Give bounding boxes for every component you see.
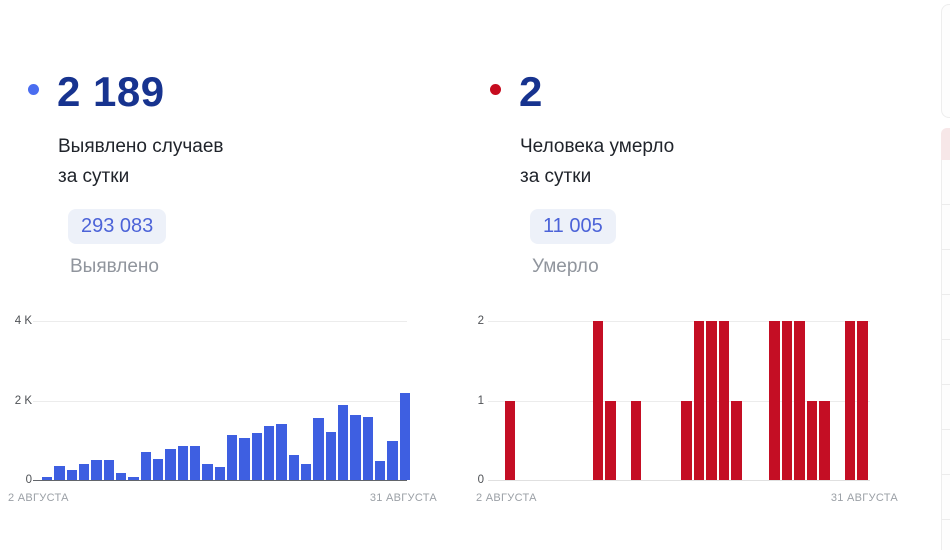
bar-aug-10[interactable]: [140, 452, 151, 480]
gridline: [488, 400, 870, 402]
bar-aug-21[interactable]: [276, 424, 287, 480]
bar-aug-27[interactable]: [350, 415, 361, 480]
bar-aug-6[interactable]: [91, 459, 102, 480]
bar-aug-13[interactable]: [177, 446, 188, 480]
gridline: [33, 400, 407, 402]
y-axis-tick: 4 K: [14, 315, 32, 327]
bar-aug-23[interactable]: [300, 464, 312, 480]
bars-area: [42, 321, 410, 480]
bar-aug-3[interactable]: [54, 466, 65, 480]
right-edge-card: [941, 4, 950, 118]
right-edge-panels: [941, 0, 950, 550]
deaths-subtitle-line1: Человека умерло: [520, 136, 675, 157]
bar-aug-20[interactable]: [263, 425, 275, 480]
cases-dot-icon: [28, 84, 39, 95]
bar-aug-28[interactable]: [362, 416, 373, 480]
x-axis-end-label: 31 АВГУСТА: [369, 492, 437, 504]
deaths-stat-card: 2 Человека умерло за сутки 11 005 Умерло: [490, 70, 910, 285]
bar-aug-30[interactable]: [844, 321, 856, 480]
deaths-total-label: Умерло: [532, 256, 599, 277]
bar-aug-31[interactable]: [399, 393, 410, 480]
bar-aug-13[interactable]: [630, 400, 642, 480]
y-axis-tick: 0: [25, 474, 32, 486]
bar-aug-21[interactable]: [731, 400, 742, 480]
bar-aug-19[interactable]: [706, 321, 717, 480]
gridline: [33, 321, 407, 322]
deaths-total-badge: 11 005: [530, 209, 616, 244]
bar-aug-22[interactable]: [288, 454, 299, 480]
right-edge-list-card: [941, 160, 950, 550]
bar-aug-31[interactable]: [857, 321, 868, 480]
bar-aug-19[interactable]: [251, 432, 262, 480]
bar-aug-10[interactable]: [592, 321, 604, 480]
cases-total-badge: 293 083: [68, 209, 167, 244]
right-edge-pink-card: [941, 128, 950, 172]
cases-subtitle: Выявлено случаев за сутки: [58, 132, 223, 192]
deaths-subtitle: Человека умерло за сутки: [520, 132, 674, 192]
cases-stat-card: 2 189 Выявлено случаев за сутки 293 083 …: [28, 70, 448, 285]
bar-aug-2[interactable]: [42, 476, 53, 480]
cases-subtitle-line2: за сутки: [58, 166, 130, 187]
bar-aug-26[interactable]: [794, 321, 805, 480]
bar-aug-28[interactable]: [819, 400, 831, 480]
y-axis-tick: 2 K: [14, 394, 32, 407]
bar-aug-3[interactable]: [504, 400, 516, 480]
bar-aug-25[interactable]: [781, 321, 793, 480]
y-axis-tick: 1: [477, 394, 484, 407]
deaths-daily-count: 2: [519, 68, 543, 115]
bar-aug-16[interactable]: [214, 466, 225, 480]
cases-subtitle-line1: Выявлено случаев: [58, 136, 224, 157]
bar-aug-30[interactable]: [387, 441, 398, 480]
bar-aug-14[interactable]: [189, 446, 201, 480]
deaths-subtitle-line2: за сутки: [520, 166, 592, 187]
bar-aug-18[interactable]: [693, 321, 705, 480]
bar-aug-7[interactable]: [103, 460, 114, 480]
bar-aug-26[interactable]: [337, 405, 349, 480]
bar-aug-25[interactable]: [325, 432, 336, 480]
bar-aug-24[interactable]: [769, 321, 780, 480]
bar-aug-11[interactable]: [605, 400, 616, 480]
x-axis-end-label: 31 АВГУСТА: [830, 492, 898, 504]
y-axis-tick: 2: [477, 315, 484, 327]
x-axis-baseline: [488, 480, 870, 481]
bar-aug-27[interactable]: [806, 400, 818, 480]
x-axis-start-label: 2 АВГУСТА: [476, 492, 537, 504]
bar-aug-24[interactable]: [313, 417, 324, 480]
x-axis-start-label: 2 АВГУСТА: [8, 492, 69, 504]
cases-bar-chart: 4 K 2 K 0 2 АВГУСТА 31 АВГУСТА: [0, 308, 450, 513]
bar-aug-5[interactable]: [78, 464, 90, 480]
bar-aug-11[interactable]: [152, 459, 164, 480]
y-axis-tick: 0: [477, 474, 484, 486]
bar-aug-20[interactable]: [718, 321, 730, 480]
bar-aug-29[interactable]: [374, 460, 386, 480]
cases-daily-count: 2 189: [57, 68, 165, 115]
bar-aug-18[interactable]: [239, 437, 250, 480]
deaths-bar-chart: 2 1 0 2 АВГУСТА 31 АВГУСТА: [470, 308, 950, 513]
bar-aug-12[interactable]: [165, 449, 176, 480]
bar-aug-17[interactable]: [226, 435, 238, 480]
deaths-dot-icon: [490, 84, 501, 95]
bar-aug-8[interactable]: [115, 473, 127, 480]
cases-total-label: Выявлено: [70, 256, 159, 277]
bar-aug-17[interactable]: [680, 400, 692, 480]
bar-aug-4[interactable]: [66, 469, 77, 480]
bars-area: [492, 321, 868, 480]
x-axis-baseline: [33, 480, 407, 481]
gridline: [488, 321, 870, 322]
bar-aug-9[interactable]: [128, 476, 139, 480]
bar-aug-15[interactable]: [202, 464, 213, 480]
